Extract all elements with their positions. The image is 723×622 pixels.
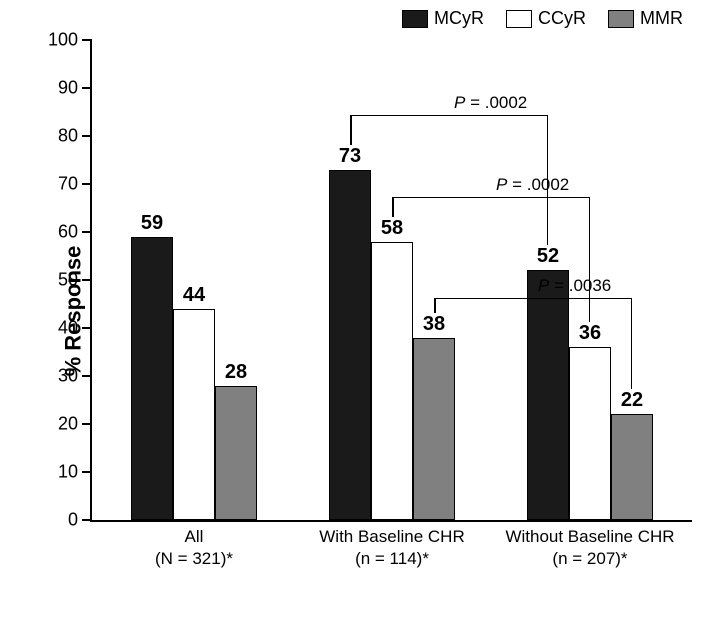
chart-container: MCyR CCyR MMR % Response 010203040506070… — [0, 0, 723, 622]
plot-area: 0102030405060708090100594428All(N = 321)… — [90, 40, 692, 522]
p-value-label: P = .0002 — [496, 175, 569, 195]
legend-item: MMR — [608, 8, 683, 29]
x-group-label: With Baseline CHR(n = 114)* — [292, 526, 492, 570]
bar-value-label: 36 — [579, 322, 601, 345]
y-tick-label: 20 — [58, 414, 78, 435]
bar: 36 — [569, 347, 611, 520]
bar-value-label: 38 — [423, 313, 445, 336]
bar-value-label: 22 — [621, 389, 643, 412]
bar: 73 — [329, 170, 371, 520]
bar-value-label: 58 — [381, 217, 403, 240]
y-tick — [82, 135, 92, 137]
bar: 22 — [611, 414, 653, 520]
legend-item: CCyR — [506, 8, 586, 29]
y-tick-label: 50 — [58, 270, 78, 291]
y-tick — [82, 279, 92, 281]
p-value-bracket — [350, 115, 548, 116]
bar-value-label: 28 — [225, 361, 247, 384]
bar-value-label: 44 — [183, 284, 205, 307]
legend-swatch-ccyr — [506, 10, 532, 28]
y-tick — [82, 327, 92, 329]
legend-label: CCyR — [538, 8, 586, 29]
y-tick-label: 30 — [58, 366, 78, 387]
bar: 38 — [413, 338, 455, 520]
y-tick — [82, 519, 92, 521]
legend-item: MCyR — [402, 8, 484, 29]
p-value-bracket — [392, 197, 590, 198]
p-value-label: P = .0002 — [454, 93, 527, 113]
p-value-bracket — [434, 298, 632, 299]
legend-swatch-mcyr — [402, 10, 428, 28]
y-tick — [82, 423, 92, 425]
x-group-label: All(N = 321)* — [94, 526, 294, 570]
bar-value-label: 59 — [141, 212, 163, 235]
bar: 44 — [173, 309, 215, 520]
y-tick-label: 60 — [58, 222, 78, 243]
y-tick-label: 10 — [58, 462, 78, 483]
y-tick-label: 40 — [58, 318, 78, 339]
y-tick — [82, 471, 92, 473]
y-tick-label: 80 — [58, 126, 78, 147]
bar: 58 — [371, 242, 413, 520]
bar: 52 — [527, 270, 569, 520]
y-tick-label: 90 — [58, 78, 78, 99]
bar: 28 — [215, 386, 257, 520]
y-tick — [82, 183, 92, 185]
y-tick — [82, 375, 92, 377]
bar-value-label: 73 — [339, 145, 361, 168]
y-tick-label: 70 — [58, 174, 78, 195]
y-axis-label: % Response — [60, 246, 86, 377]
bar-value-label: 52 — [537, 245, 559, 268]
y-tick-label: 0 — [68, 510, 78, 531]
y-tick — [82, 39, 92, 41]
bar: 59 — [131, 237, 173, 520]
y-tick — [82, 87, 92, 89]
legend: MCyR CCyR MMR — [402, 8, 683, 29]
legend-label: MMR — [640, 8, 683, 29]
p-value-label: P = .0036 — [538, 276, 611, 296]
y-tick-label: 100 — [48, 30, 78, 51]
legend-label: MCyR — [434, 8, 484, 29]
y-tick — [82, 231, 92, 233]
x-group-label: Without Baseline CHR(n = 207)* — [490, 526, 690, 570]
legend-swatch-mmr — [608, 10, 634, 28]
